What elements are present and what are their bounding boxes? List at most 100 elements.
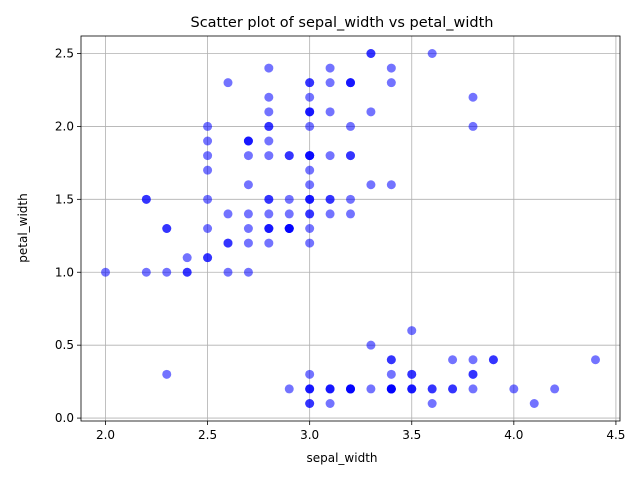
scatter-point [284,209,294,219]
scatter-point [305,224,315,233]
scatter-point [182,267,192,277]
scatter-point [264,151,274,161]
scatter-point [325,107,335,117]
scatter-point [488,355,498,365]
scatter-point [305,384,315,394]
scatter-point [386,63,396,73]
scatter-point [529,399,539,408]
scatter-point [243,238,253,248]
scatter-point [243,136,253,146]
x-axis-label: sepal_width [306,451,377,465]
scatter-point [162,224,172,233]
x-tick-label: 2.0 [96,428,115,442]
scatter-point [468,92,478,102]
y-tick-label: 2.5 [55,47,74,61]
scatter-point [243,151,253,161]
scatter-point [448,355,458,365]
scatter-point [346,121,355,131]
scatter-point [223,78,233,88]
data-points [101,49,600,408]
scatter-point [284,384,294,394]
scatter-point [407,369,417,379]
scatter-point [346,78,355,88]
scatter-point [325,384,335,394]
scatter-point [203,165,213,175]
scatter-point [264,92,274,102]
scatter-point [325,209,335,219]
scatter-point [264,238,274,248]
scatter-point [305,209,315,219]
scatter-point [162,369,172,379]
scatter-point [284,224,294,233]
scatter-point [264,63,274,73]
scatter-point [141,194,151,204]
scatter-point [346,151,355,161]
scatter-point [284,151,294,161]
scatter-point [468,384,478,394]
scatter-point [264,194,274,204]
scatter-point [182,253,192,263]
scatter-point [305,78,315,88]
scatter-point [243,267,253,277]
scatter-point [468,121,478,131]
x-tick-label: 2.5 [198,428,217,442]
scatter-point [509,384,519,394]
scatter-point [101,267,110,277]
scatter-point [162,267,172,277]
scatter-point [591,355,600,365]
scatter-point [264,136,274,146]
chart-title: Scatter plot of sepal_width vs petal_wid… [190,15,493,31]
scatter-point [386,180,396,190]
scatter-point [346,209,355,219]
scatter-point [305,151,315,161]
y-tick-label: 0.5 [55,338,74,352]
y-tick-label: 1.0 [55,265,74,279]
scatter-point [305,92,315,102]
scatter-point [305,399,315,408]
scatter-point [386,369,396,379]
scatter-point [366,180,376,190]
scatter-point [203,151,213,161]
scatter-point [366,340,376,350]
scatter-point [366,384,376,394]
scatter-point [386,384,396,394]
scatter-point [325,151,335,161]
scatter-point [264,107,274,117]
y-tick-label: 2.0 [55,119,74,133]
x-tick-label: 4.5 [606,428,625,442]
scatter-point [243,180,253,190]
scatter-point [550,384,560,394]
scatter-point [346,384,355,394]
x-axis-ticks: 2.0 2.5 3.0 3.5 4.0 4.5 [96,421,625,442]
scatter-point [223,238,233,248]
scatter-point [243,209,253,219]
scatter-point [448,384,458,394]
scatter-point [305,165,315,175]
scatter-point [141,267,151,277]
scatter-point [468,369,478,379]
x-tick-label: 4.0 [504,428,523,442]
x-tick-label: 3.0 [300,428,319,442]
scatter-point [325,194,335,204]
scatter-point [203,224,213,233]
y-tick-label: 1.5 [55,192,74,206]
scatter-point [203,121,213,131]
y-axis-ticks: 0.0 0.5 1.0 1.5 2.0 2.5 [55,47,81,425]
scatter-point [203,253,213,263]
scatter-point [386,78,396,88]
scatter-point [223,209,233,219]
scatter-point [386,355,396,365]
scatter-point [305,121,315,131]
scatter-point [427,384,437,394]
scatter-point [468,355,478,365]
scatter-point [366,49,376,58]
y-tick-label: 0.0 [55,411,74,425]
grid-lines [81,36,620,421]
scatter-point [427,399,437,408]
x-tick-label: 3.5 [402,428,421,442]
scatter-point [366,107,376,117]
scatter-point [305,238,315,248]
scatter-point [264,121,274,131]
scatter-point [325,63,335,73]
